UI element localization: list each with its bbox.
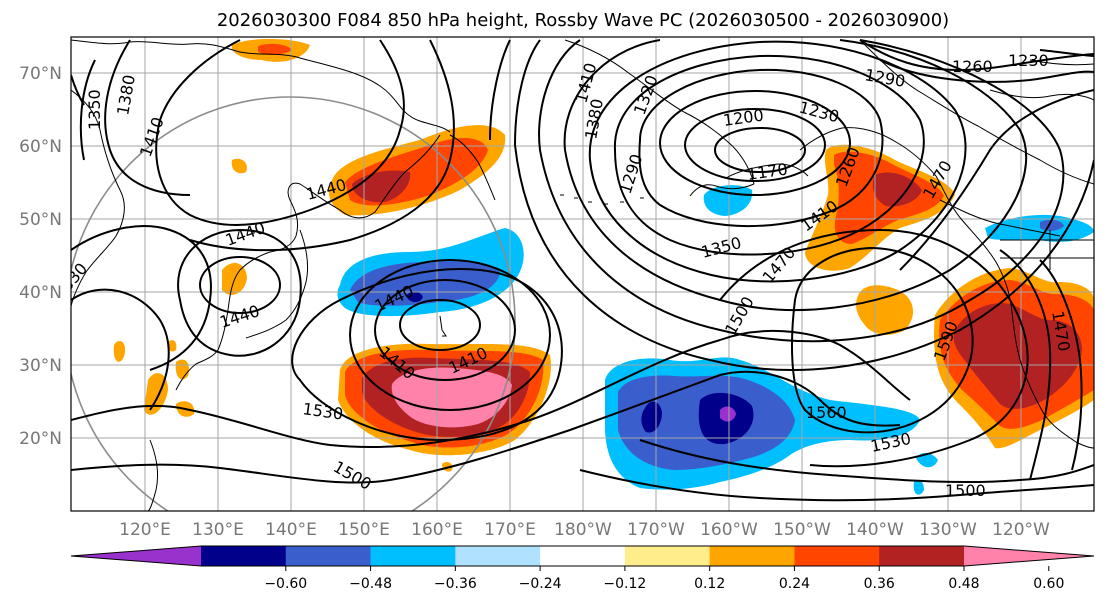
colorbar: −0.60 −0.48 −0.36 −0.24 −0.12 0.12 0.24 0.36 0.4… [70, 545, 1095, 592]
colorbar-segment [624, 546, 711, 566]
negative-anomaly-bering [703, 185, 753, 216]
colorbar-tick-label: 0.36 [864, 576, 895, 592]
lon-label: 130°E [192, 520, 244, 540]
lat-label: 20°N [19, 429, 62, 449]
colorbar-tick-label: −0.60 [264, 576, 307, 592]
colorbar-extend-min [71, 546, 201, 566]
colorbar-segment [794, 546, 880, 566]
lon-label: 170°E [484, 520, 536, 540]
lon-label: 150°E [338, 520, 390, 540]
colorbar-tick-label: 0.48 [948, 576, 979, 592]
colorbar-segment [455, 546, 541, 566]
map-title: 2026030300 F084 850 hPa height, Rossby W… [217, 10, 949, 31]
latitude-axis: 70°N 60°N 50°N 40°N 30°N 20°N [19, 64, 62, 449]
contour-label: 1350 [85, 89, 104, 130]
colorbar-segment [540, 546, 626, 566]
map-frame [70, 36, 1095, 512]
contour-label: 1230 [1008, 51, 1049, 70]
colorbar-tick-label: −0.12 [603, 576, 646, 592]
anomaly-shading [113, 38, 1094, 495]
lon-label: 160°W [700, 520, 758, 540]
lat-label: 70°N [19, 64, 62, 84]
colorbar-tick-label: −0.36 [434, 576, 477, 592]
colorbar-outline [70, 545, 1095, 567]
colorbar-segment [709, 546, 795, 566]
coastlines [71, 39, 1094, 511]
height-contours [71, 39, 1094, 502]
lon-label: 180°W [554, 520, 612, 540]
lon-label: 150°W [773, 520, 831, 540]
lon-label: 120°E [119, 520, 171, 540]
lat-label: 40°N [19, 283, 62, 303]
contour-label: 1260 [952, 57, 993, 76]
longitude-axis: 120°E 130°E 140°E 150°E 160°E 170°E 180°… [119, 520, 1050, 540]
lat-label: 50°N [19, 210, 62, 230]
lon-label: 160°E [411, 520, 463, 540]
contour-label: 1560 [806, 403, 847, 422]
lon-label: 140°W [846, 520, 904, 540]
colorbar-segment [370, 546, 456, 566]
contour-label: 1500 [945, 481, 986, 500]
colorbar-tick-label: −0.24 [519, 576, 562, 592]
colorbar-tick-label: 0.24 [779, 576, 810, 592]
map-panel: 1230 1260 1290 1200 1230 1170 1290 1320 … [71, 37, 1094, 511]
lat-label: 60°N [19, 137, 62, 157]
colorbar-segment [285, 546, 372, 566]
colorbar-tick-label: 0.60 [1033, 576, 1064, 592]
colorbar-extend-max [964, 546, 1094, 566]
colorbar-segment [201, 546, 287, 566]
lon-label: 120°W [992, 520, 1050, 540]
lon-label: 130°W [919, 520, 977, 540]
lon-label: 140°E [265, 520, 317, 540]
lon-label: 170°W [627, 520, 685, 540]
contour-labels: 1230 1260 1290 1200 1230 1170 1290 1320 … [71, 51, 1074, 500]
colorbar-segment [879, 546, 965, 566]
lat-label: 30°N [19, 356, 62, 376]
colorbar-tick-label: −0.48 [349, 576, 392, 592]
colorbar-tick-label: 0.12 [694, 576, 725, 592]
